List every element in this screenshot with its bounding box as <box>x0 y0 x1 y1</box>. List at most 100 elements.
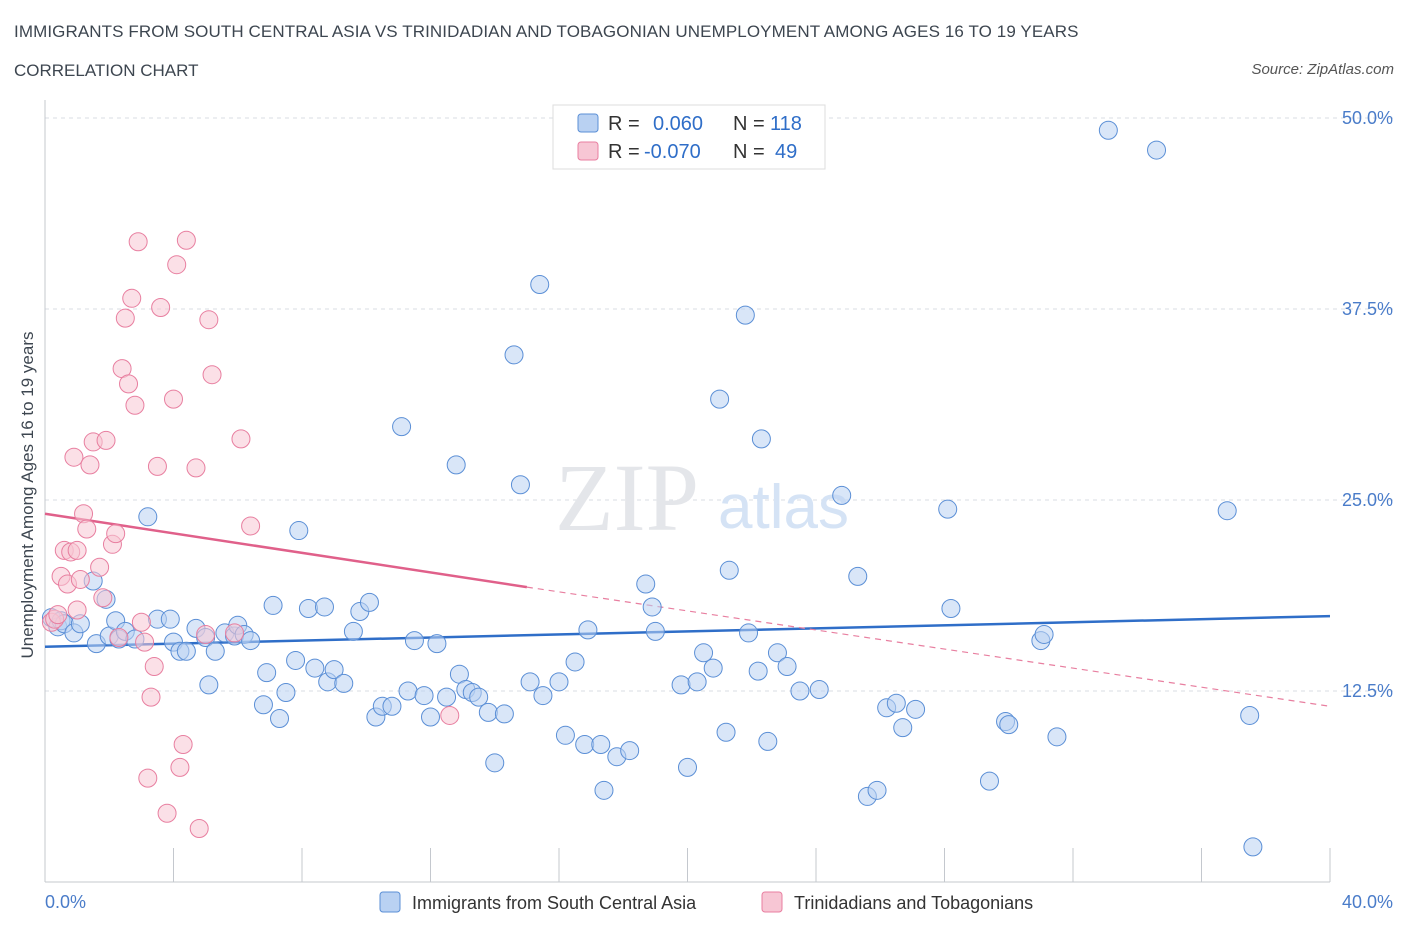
point-pink <box>93 588 113 608</box>
point-pink <box>186 458 206 478</box>
point-pink <box>164 389 183 409</box>
point-pink <box>231 429 251 449</box>
point-blue <box>671 675 691 695</box>
point-blue <box>703 658 723 678</box>
point-pink <box>144 657 164 677</box>
point-blue <box>1034 624 1054 644</box>
point-blue <box>848 566 868 586</box>
y-tick-label: 12.5% <box>1342 681 1393 701</box>
legend-n-label-1: N = <box>733 113 765 135</box>
point-blue <box>832 485 852 505</box>
point-blue <box>938 499 958 519</box>
y-tick-labels: 12.5% 25.0% 37.5% 50.0% <box>1342 108 1393 701</box>
point-pink <box>128 232 148 252</box>
point-blue <box>314 597 334 617</box>
point-blue <box>289 521 309 541</box>
series-legend-label-2: Trinidadians and Tobagonians <box>794 893 1033 913</box>
point-blue <box>620 741 640 761</box>
point-blue <box>716 722 736 742</box>
point-blue <box>549 672 569 692</box>
legend-n-label-2: N = <box>733 141 765 163</box>
point-pink <box>115 308 135 328</box>
point-blue <box>324 660 344 680</box>
point-blue <box>594 780 614 800</box>
x-tick-labels: 0.0% 40.0% <box>45 892 1393 912</box>
point-blue <box>1217 501 1237 521</box>
legend-r-label-1: R = <box>608 113 640 135</box>
point-pink <box>135 632 155 652</box>
legend-r-value-1: 0.060 <box>653 113 703 135</box>
series-legend: Immigrants from South Central Asia Trini… <box>379 891 1033 913</box>
point-blue <box>305 658 325 678</box>
legend-n-value-2: 49 <box>775 141 797 163</box>
point-blue <box>421 707 440 727</box>
point-blue <box>270 709 290 729</box>
series-legend-swatch-pink <box>761 891 783 913</box>
point-blue <box>642 597 662 617</box>
point-pink <box>90 557 110 577</box>
point-pink <box>80 455 100 475</box>
point-pink <box>109 628 129 648</box>
point-blue <box>555 725 575 745</box>
point-blue <box>334 673 354 693</box>
point-blue <box>748 661 768 681</box>
point-pink <box>241 516 261 536</box>
point-blue <box>1147 140 1167 160</box>
point-blue <box>999 715 1019 735</box>
point-pink <box>196 624 216 644</box>
point-blue <box>398 681 418 701</box>
chart-title: IMMIGRANTS FROM SOUTH CENTRAL ASIA VS TR… <box>14 22 1079 41</box>
point-pink <box>151 297 171 317</box>
point-blue <box>758 731 778 751</box>
point-blue <box>1240 705 1260 725</box>
point-blue <box>414 686 434 706</box>
point-blue <box>867 780 887 800</box>
point-pink <box>67 540 87 560</box>
legend-swatch-pink <box>577 141 599 161</box>
y-tick-label: 37.5% <box>1342 299 1393 319</box>
point-blue <box>575 734 595 754</box>
point-blue <box>257 663 277 683</box>
point-blue <box>751 429 771 449</box>
point-blue <box>591 734 611 754</box>
point-blue <box>437 687 457 707</box>
point-pink <box>70 569 90 589</box>
point-blue <box>636 574 656 594</box>
point-blue <box>694 643 714 663</box>
point-pink <box>138 768 158 788</box>
point-blue <box>739 623 759 643</box>
point-pink <box>173 734 193 754</box>
point-blue <box>427 634 447 654</box>
point-pink <box>125 395 145 415</box>
point-blue <box>809 679 829 699</box>
point-blue <box>253 695 273 715</box>
point-blue <box>504 345 524 365</box>
point-blue <box>478 702 498 722</box>
x-tick-label: 40.0% <box>1342 892 1393 912</box>
point-pink <box>176 230 196 250</box>
point-blue <box>160 609 180 629</box>
point-blue <box>710 389 730 409</box>
point-blue <box>205 641 225 661</box>
legend-r-label-2: R = <box>608 141 640 163</box>
point-pink <box>225 623 245 643</box>
point-blue <box>469 687 489 707</box>
point-blue <box>777 657 797 677</box>
series-legend-label-1: Immigrants from South Central Asia <box>412 893 697 913</box>
point-blue <box>678 757 697 777</box>
point-blue <box>1243 837 1263 857</box>
point-blue <box>494 704 514 724</box>
point-pink <box>141 687 161 707</box>
point-blue <box>941 598 961 618</box>
y-tick-label: 25.0% <box>1342 490 1393 510</box>
data-points <box>41 120 1263 857</box>
watermark: ZIP atlas <box>555 444 849 551</box>
watermark-atlas: atlas <box>718 473 849 542</box>
point-pink <box>77 519 97 539</box>
legend-swatch-blue <box>577 113 599 133</box>
point-blue <box>719 560 739 580</box>
point-blue <box>138 507 158 527</box>
point-blue <box>359 592 379 612</box>
trend-line-pink <box>44 512 528 589</box>
